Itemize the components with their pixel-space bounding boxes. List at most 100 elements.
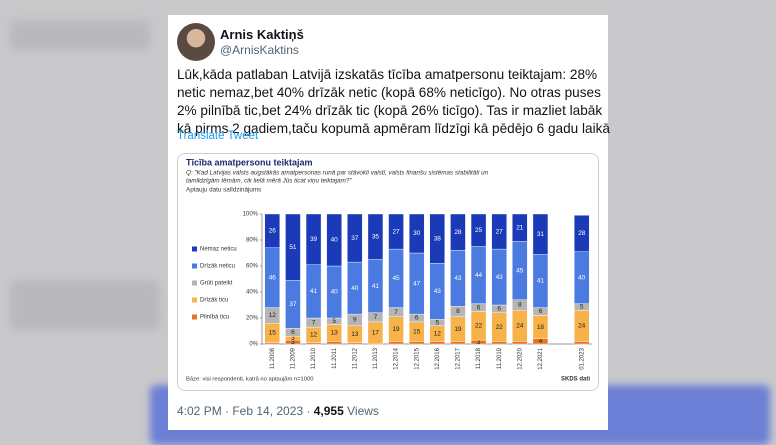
- translate-link[interactable]: Translate Tweet: [177, 130, 259, 142]
- data-label: 9: [353, 317, 357, 324]
- data-label: 43: [454, 275, 462, 282]
- x-tick-label: 12.2017: [456, 347, 462, 369]
- x-tick-label: 11.2018: [476, 347, 482, 369]
- y-tick-label: 40%: [246, 290, 259, 296]
- x-tick-label: 11.2013: [373, 347, 379, 369]
- bar-segment: [388, 213, 404, 250]
- data-label: 27: [496, 228, 504, 235]
- data-label: 8: [456, 308, 460, 315]
- data-label: 40: [331, 237, 339, 244]
- chart-subtitle: Aptauju datu salīdzinājums: [186, 187, 261, 194]
- legend-swatch: [192, 263, 197, 269]
- data-label: 3: [477, 339, 481, 346]
- data-label: 6: [291, 329, 295, 336]
- bar-segment: [326, 213, 342, 267]
- data-label: 24: [516, 323, 524, 330]
- x-tick-label: 11.2019: [497, 347, 503, 369]
- x-tick-label: 11.2010: [311, 347, 317, 369]
- data-label: 13: [351, 331, 359, 338]
- data-label: 41: [537, 278, 545, 285]
- chart[interactable]: Tīcība amatpersonu teiktajam Q: "Kad Lat…: [177, 153, 599, 391]
- data-label: 22: [496, 324, 504, 331]
- tweet-text: Lūk,kāda patlaban Latvijā izskatās tīcīb…: [177, 67, 598, 82]
- data-label: 15: [269, 330, 277, 337]
- data-label: 43: [496, 274, 504, 281]
- bar-segment: [429, 213, 446, 264]
- chart-question: tamlīdzīgām tēmām, cik lielā mērā Jūs ti…: [186, 178, 352, 185]
- data-label: 46: [269, 274, 277, 281]
- tweet-text: kā pirms 2 gadiem,taču kopumā apmēram lī…: [177, 121, 610, 136]
- blurred-background: [10, 20, 150, 50]
- data-label: 5: [580, 304, 584, 311]
- data-label: 40: [331, 289, 339, 296]
- legend-swatch: [192, 314, 197, 320]
- data-label: 37: [351, 235, 359, 242]
- data-label: 21: [516, 224, 524, 231]
- data-label: 41: [372, 283, 380, 290]
- data-label: 15: [413, 328, 421, 335]
- bar-segment: [408, 341, 425, 345]
- y-tick-label: 100%: [243, 212, 259, 218]
- bar-segment: [491, 213, 507, 250]
- data-label: 43: [434, 288, 442, 295]
- bar-segment: [470, 213, 487, 247]
- data-label: 39: [310, 236, 318, 243]
- legend-label: Pilnībā ticu: [200, 315, 229, 321]
- tweet-meta: 4:02 PM · Feb 14, 2023 · 4,955 Views: [177, 404, 379, 418]
- data-label: 5: [332, 318, 336, 325]
- views-label: Views: [347, 404, 379, 418]
- x-tick-label: 12.2021: [538, 347, 544, 369]
- data-label: 3: [291, 335, 295, 342]
- bar-segment: [347, 213, 363, 263]
- avatar[interactable]: [177, 23, 215, 61]
- bar-segment: [305, 213, 322, 265]
- y-tick-label: 80%: [246, 238, 259, 244]
- base-note: Bāze: visi respondenti, katrā no aptaujā…: [186, 377, 313, 383]
- data-label: 17: [372, 330, 380, 337]
- blurred-background: [10, 280, 160, 330]
- bar-segment: [512, 213, 528, 242]
- data-label: 28: [454, 229, 462, 236]
- data-label: 7: [374, 314, 378, 321]
- y-tick-label: 20%: [246, 316, 259, 322]
- data-label: 7: [312, 319, 316, 326]
- data-label: 12: [434, 330, 442, 337]
- bar-segment: [573, 215, 590, 252]
- data-label: 41: [310, 288, 318, 295]
- x-tick-label: 11.2008: [270, 347, 276, 369]
- data-label: 44: [475, 272, 483, 279]
- view-count: 4,955: [313, 404, 344, 418]
- bar-segment: [429, 341, 446, 345]
- data-label: 12: [269, 312, 277, 319]
- legend-label: Drīzāk ticu: [200, 298, 228, 304]
- author-name[interactable]: Arnis Kaktiņš: [220, 27, 304, 42]
- y-tick-label: 60%: [246, 264, 259, 270]
- chart-title: Tīcība amatpersonu teiktajam: [186, 157, 313, 167]
- tweet-card: Arnis Kaktiņš @ArnisKaktins Lūk,kāda pat…: [168, 15, 610, 430]
- legend-label: Grūti pateikt: [200, 281, 233, 287]
- bar-segment: [326, 341, 342, 345]
- x-tick-label: 11.2009: [291, 347, 297, 369]
- x-tick-label: 11.2011: [332, 347, 338, 368]
- x-tick-label: 11.2012: [352, 347, 358, 369]
- bar-segment: [285, 213, 301, 281]
- source: SKDS dati: [561, 377, 590, 383]
- bar-segment: [367, 213, 384, 260]
- data-label: 5: [436, 319, 440, 326]
- data-label: 24: [578, 323, 586, 330]
- data-label: 8: [518, 302, 522, 309]
- data-label: 19: [454, 326, 462, 333]
- data-label: 31: [537, 231, 545, 238]
- legend-swatch: [192, 280, 197, 286]
- data-label: 28: [578, 230, 586, 237]
- bar-segment: [264, 213, 281, 248]
- data-label: 27: [392, 228, 400, 235]
- data-label: 6: [477, 304, 481, 311]
- data-label: 45: [392, 275, 400, 282]
- author-handle[interactable]: @ArnisKaktins: [220, 43, 299, 57]
- timestamp[interactable]: 4:02 PM · Feb 14, 2023 ·: [177, 404, 311, 418]
- y-tick-label: 0%: [249, 342, 258, 348]
- legend-swatch: [192, 246, 197, 252]
- data-label: 19: [392, 326, 400, 333]
